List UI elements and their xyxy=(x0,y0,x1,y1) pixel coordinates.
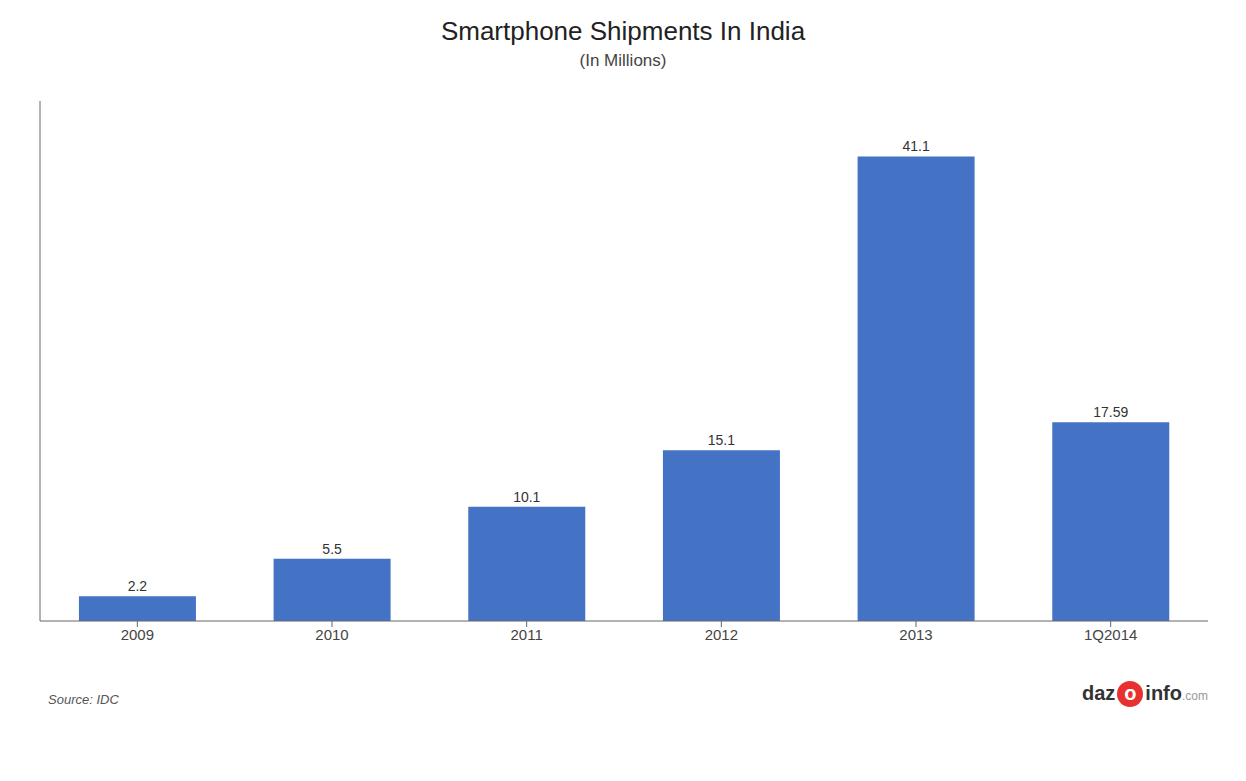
html-text:info.com: info.com xyxy=(1145,682,1208,704)
html-text:Smartphone Shipments In India: Smartphone Shipments In India xyxy=(440,16,806,46)
svg-text:2009: 2009 xyxy=(121,626,154,643)
svg-text:15.1: 15.1 xyxy=(708,432,735,448)
svg-text:2013: 2013 xyxy=(899,626,932,643)
svg-text:1Q2014: 1Q2014 xyxy=(1084,626,1137,643)
html-text:o: o xyxy=(1124,682,1137,704)
svg-text:41.1: 41.1 xyxy=(902,138,929,154)
svg-text:5.5: 5.5 xyxy=(322,541,342,557)
svg-text:2012: 2012 xyxy=(705,626,738,643)
svg-text:2.2: 2.2 xyxy=(128,578,148,594)
svg-text:2010: 2010 xyxy=(315,626,348,643)
html-text:daz: daz xyxy=(1082,682,1116,704)
svg-text:2011: 2011 xyxy=(511,626,543,643)
svg-text:17.59: 17.59 xyxy=(1093,404,1128,420)
svg-text:10.1: 10.1 xyxy=(513,489,540,505)
html-text:Source: IDC: Source: IDC xyxy=(48,692,119,707)
html-text:(In Millions): (In Millions) xyxy=(579,51,667,70)
